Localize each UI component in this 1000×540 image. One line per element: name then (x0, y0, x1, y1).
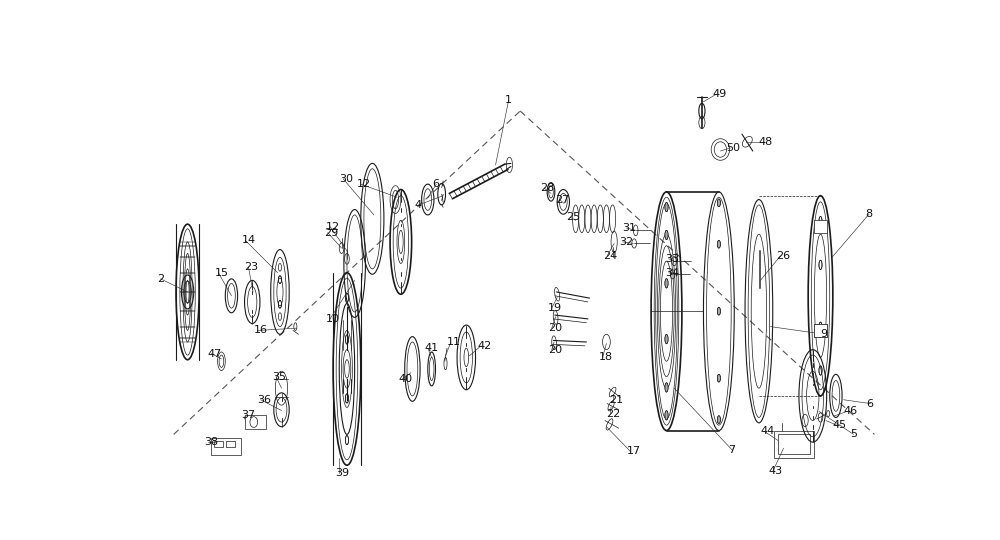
Text: 14: 14 (241, 235, 256, 245)
Text: 24: 24 (603, 251, 618, 261)
Text: 6: 6 (867, 399, 874, 409)
Bar (245, 415, 266, 429)
Text: 34: 34 (665, 268, 679, 278)
Text: 47: 47 (208, 348, 222, 359)
Text: 25: 25 (566, 212, 581, 222)
Ellipse shape (717, 307, 720, 315)
Text: 12: 12 (326, 221, 340, 232)
Ellipse shape (665, 411, 668, 420)
Text: 2: 2 (157, 274, 164, 284)
Text: 10: 10 (326, 314, 340, 324)
Bar (814, 220, 827, 233)
Text: 6: 6 (432, 179, 439, 189)
Text: 39: 39 (335, 468, 350, 478)
Text: 26: 26 (777, 251, 791, 261)
Bar (814, 325, 827, 336)
Text: 32: 32 (619, 237, 633, 247)
Ellipse shape (717, 374, 720, 382)
Text: 46: 46 (844, 406, 858, 416)
Ellipse shape (665, 411, 668, 420)
Text: 8: 8 (865, 209, 872, 219)
Text: 20: 20 (548, 323, 562, 333)
Text: 7: 7 (728, 445, 735, 455)
Text: 41: 41 (424, 343, 438, 353)
Text: 23: 23 (245, 261, 259, 272)
Text: 15: 15 (215, 268, 229, 278)
Text: 12: 12 (357, 179, 371, 189)
Ellipse shape (665, 279, 668, 288)
Ellipse shape (717, 240, 720, 248)
Text: 35: 35 (272, 372, 286, 382)
Text: 28: 28 (540, 183, 554, 193)
Text: 9: 9 (820, 329, 828, 339)
Ellipse shape (665, 231, 668, 240)
Text: 4: 4 (415, 200, 422, 210)
Text: 17: 17 (626, 447, 641, 456)
Ellipse shape (717, 307, 720, 315)
Ellipse shape (665, 231, 668, 240)
Ellipse shape (665, 202, 668, 212)
Ellipse shape (665, 279, 668, 288)
Text: 1: 1 (505, 95, 512, 105)
Text: 33: 33 (665, 254, 679, 264)
Ellipse shape (665, 334, 668, 344)
Text: 21: 21 (609, 395, 623, 405)
Ellipse shape (717, 199, 720, 207)
Ellipse shape (665, 383, 668, 392)
Text: 22: 22 (606, 409, 621, 419)
Bar (778, 434, 810, 455)
Text: 38: 38 (205, 437, 219, 447)
Text: 18: 18 (599, 353, 613, 362)
Bar (214, 441, 223, 448)
Bar (774, 430, 814, 457)
Text: 43: 43 (769, 467, 783, 476)
Text: 37: 37 (241, 410, 256, 420)
Text: 11: 11 (447, 337, 461, 347)
Text: 30: 30 (339, 174, 353, 184)
Text: 45: 45 (833, 420, 847, 430)
Ellipse shape (717, 416, 720, 423)
Ellipse shape (665, 334, 668, 344)
Text: 5: 5 (850, 429, 857, 440)
Ellipse shape (717, 416, 720, 423)
Bar (226, 441, 235, 448)
Ellipse shape (665, 383, 668, 392)
Text: 36: 36 (257, 395, 271, 405)
Text: 44: 44 (760, 426, 775, 436)
Ellipse shape (717, 199, 720, 207)
Text: 49: 49 (713, 89, 727, 99)
Text: 42: 42 (477, 341, 491, 351)
Text: 16: 16 (254, 326, 268, 335)
Text: 31: 31 (623, 223, 637, 233)
Text: 20: 20 (548, 345, 562, 355)
Ellipse shape (717, 374, 720, 382)
Bar (814, 325, 827, 336)
Ellipse shape (665, 202, 668, 212)
Text: 19: 19 (548, 303, 562, 313)
Text: 29: 29 (324, 228, 338, 238)
Ellipse shape (717, 240, 720, 248)
Text: 48: 48 (759, 137, 773, 147)
Text: 40: 40 (399, 374, 413, 384)
Text: 27: 27 (556, 194, 570, 205)
Bar (211, 438, 241, 455)
Text: 50: 50 (727, 143, 741, 153)
